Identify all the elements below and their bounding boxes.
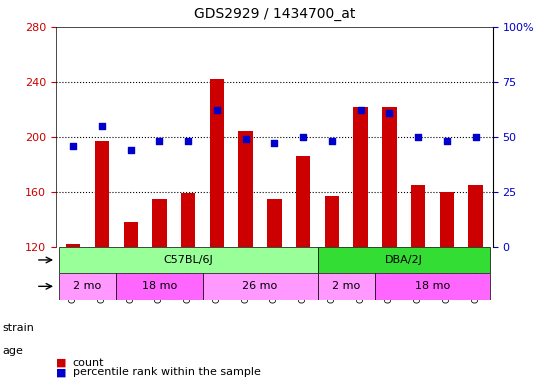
Bar: [95, 141, 109, 247]
Text: 26 mo: 26 mo: [242, 281, 278, 291]
Text: C57BL/6J: C57BL/6J: [164, 255, 213, 265]
Point: [241, 136, 250, 142]
FancyBboxPatch shape: [116, 273, 203, 300]
Text: 2 mo: 2 mo: [332, 281, 361, 291]
Point: [155, 138, 164, 144]
Text: 18 mo: 18 mo: [415, 281, 450, 291]
Point: [126, 147, 135, 153]
Point: [97, 123, 106, 129]
Bar: [440, 192, 454, 247]
Point: [212, 108, 221, 114]
Bar: [210, 79, 224, 247]
Text: ■: ■: [56, 358, 67, 368]
Point: [414, 134, 423, 140]
FancyBboxPatch shape: [375, 273, 490, 300]
FancyBboxPatch shape: [318, 247, 490, 273]
Text: percentile rank within the sample: percentile rank within the sample: [73, 367, 260, 377]
Point: [184, 138, 193, 144]
Text: count: count: [73, 358, 104, 368]
Point: [270, 140, 279, 146]
FancyBboxPatch shape: [203, 273, 318, 300]
Point: [328, 138, 337, 144]
FancyBboxPatch shape: [59, 273, 116, 300]
Text: ■: ■: [56, 367, 67, 377]
Text: 2 mo: 2 mo: [73, 281, 102, 291]
Bar: [411, 185, 425, 247]
Bar: [152, 199, 167, 247]
Bar: [66, 244, 81, 247]
Bar: [325, 196, 339, 247]
Point: [69, 142, 78, 149]
Text: DBA/2J: DBA/2J: [385, 255, 423, 265]
Point: [471, 134, 480, 140]
Text: 18 mo: 18 mo: [142, 281, 177, 291]
Bar: [267, 199, 282, 247]
Point: [442, 138, 451, 144]
FancyBboxPatch shape: [59, 247, 318, 273]
Bar: [124, 222, 138, 247]
Text: strain: strain: [3, 323, 35, 333]
Bar: [181, 193, 195, 247]
Bar: [296, 156, 310, 247]
Bar: [468, 185, 483, 247]
Text: GDS2929 / 1434700_at: GDS2929 / 1434700_at: [194, 7, 355, 21]
Text: age: age: [3, 346, 24, 356]
Bar: [353, 107, 368, 247]
Bar: [239, 131, 253, 247]
Point: [298, 134, 307, 140]
FancyBboxPatch shape: [318, 273, 375, 300]
Point: [385, 109, 394, 116]
Bar: [382, 107, 396, 247]
Point: [356, 108, 365, 114]
